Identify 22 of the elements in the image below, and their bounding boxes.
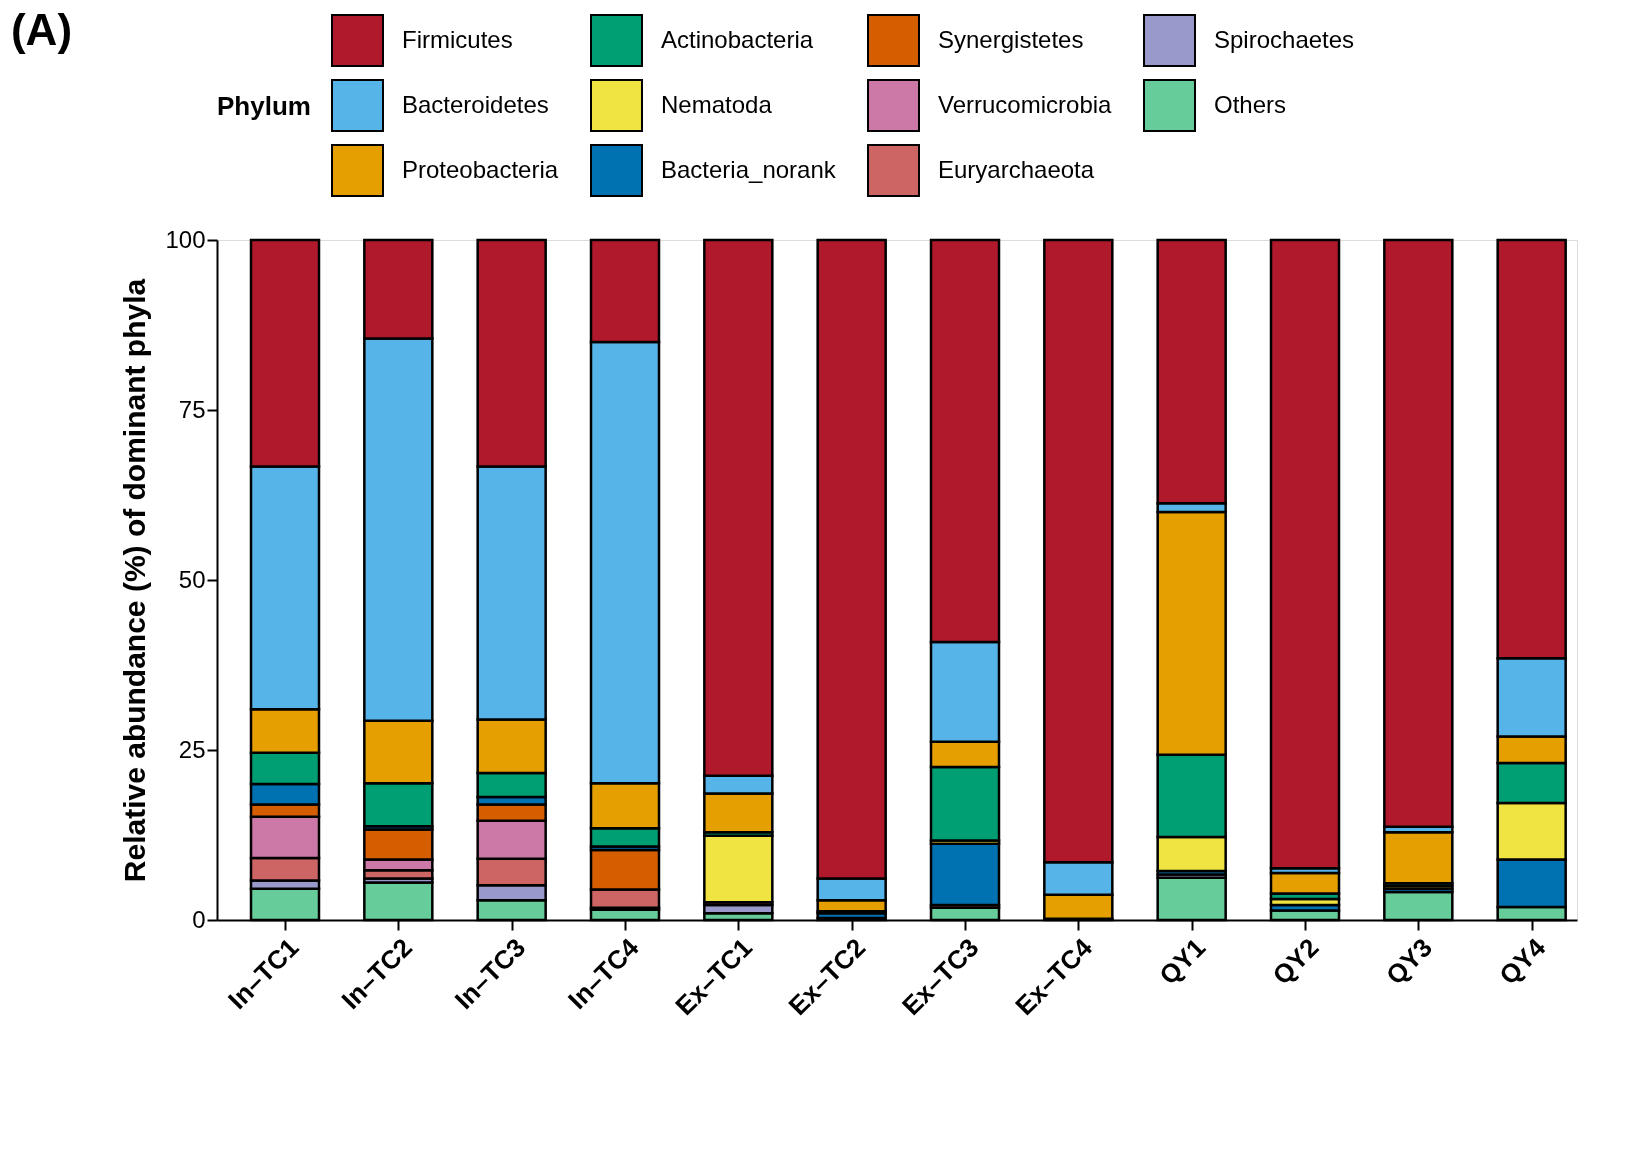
legend-label: Nematoda — [661, 90, 773, 118]
y-axis-title: Relative abundance (%) of dominant phyla — [118, 278, 152, 883]
x-tick-label: QY1 — [1153, 932, 1212, 991]
y-tick-label: 100 — [165, 225, 206, 253]
legend-label: Verrucomicrobia — [938, 90, 1113, 118]
legend-label: Bacteria_norank — [661, 155, 837, 183]
legend-label: Spirochaetes — [1214, 25, 1355, 53]
y-tick-label: 75 — [178, 395, 206, 423]
legend-label: Others — [1214, 90, 1287, 118]
legend-label: Actinobacteria — [661, 25, 814, 53]
legend-title: Phylum — [217, 91, 311, 121]
y-tick-label: 0 — [192, 905, 206, 933]
legend-label: Bacteroidetes — [402, 90, 549, 118]
y-tick-label: 50 — [178, 565, 206, 593]
legend-label: Synergistetes — [938, 25, 1084, 53]
x-tick-label: QY3 — [1379, 932, 1438, 991]
y-tick-label: 25 — [178, 735, 206, 763]
legend-label: Proteobacteria — [402, 155, 559, 183]
chart-title: (A) — [10, 5, 73, 54]
legend-label: Firmicutes — [402, 25, 513, 53]
legend-label: Euryarchaeota — [938, 155, 1095, 183]
x-tick-label: QY2 — [1266, 932, 1325, 991]
